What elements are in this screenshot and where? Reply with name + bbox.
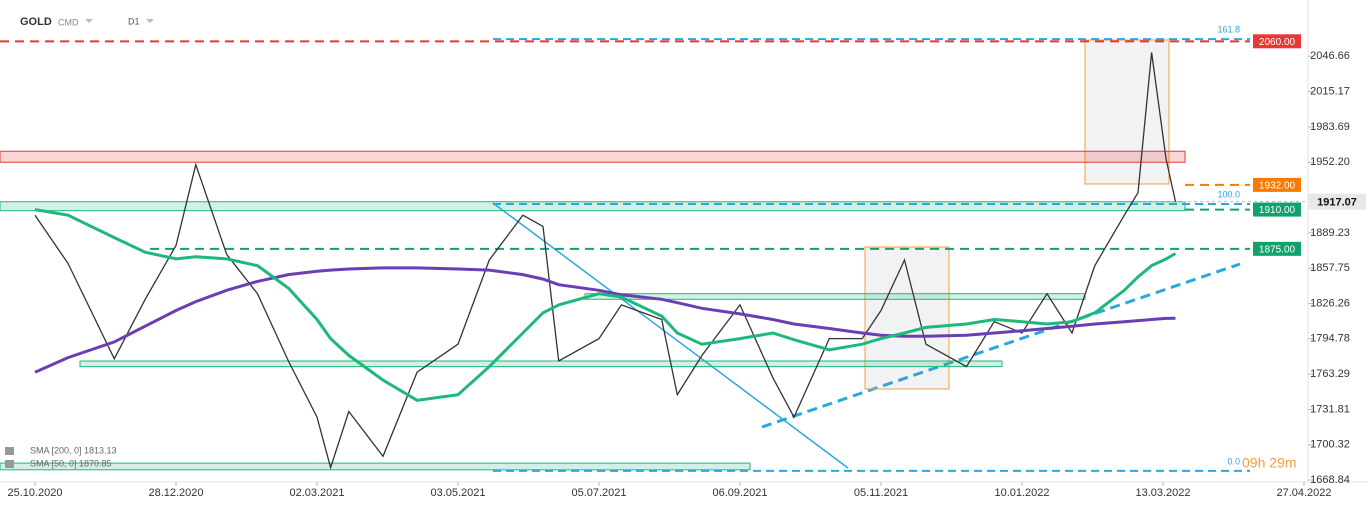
x-tick-label: 27.04.2022 [1276,487,1331,499]
price-line [34,52,1177,470]
legend-label: SMA [200, 0] 1813.13 [30,445,117,455]
legend-icon [5,447,14,455]
y-tick-label: 1952.20 [1310,156,1350,168]
zone [0,201,1186,212]
trend-line [492,202,849,469]
legend-label: SMA [50, 0] 1870.85 [30,458,112,468]
y-tick-label: 1857.75 [1310,262,1350,274]
trend-line [761,262,1241,429]
level-tag [1253,34,1301,49]
symbol: GOLD [20,16,52,28]
x-tick-label: 02.03.2021 [289,487,344,499]
zone [0,150,1186,163]
fib-label: 161.8 [1217,24,1240,34]
x-tick-label: 05.11.2021 [854,487,908,499]
y-tick-label: 1983.69 [1310,121,1350,133]
sma-line [34,266,1176,374]
level-label: 1932.00 [1259,181,1296,192]
current-price-label: 1917.07 [1317,197,1357,209]
x-tick-label: 03.05.2021 [430,487,485,499]
legend-icon [5,460,14,468]
y-tick-label: 1763.29 [1310,368,1350,380]
y-tick-label: 1889.23 [1310,227,1350,239]
level-tag [1253,241,1301,256]
y-tick-label: 1700.32 [1310,439,1350,451]
dropdown-icon[interactable] [85,19,93,23]
y-tick-label: 1668.84 [1310,474,1350,486]
zone [79,360,1003,368]
x-tick-label: 13.03.2022 [1135,487,1190,499]
x-tick-label: 06.09.2021 [712,487,767,499]
level-label: 1875.00 [1259,244,1296,255]
fib-label: 0.0 [1227,456,1240,466]
y-tick-label: 1731.81 [1310,403,1350,415]
x-tick-label: 10.01.2022 [994,487,1049,499]
y-tick-label: 2015.17 [1310,86,1350,98]
y-tick-label: 1794.78 [1310,333,1350,345]
current-price-tag [1308,193,1366,210]
x-tick-label: 05.07.2021 [571,487,626,499]
sma-line [34,208,1177,402]
level-label: 2060.00 [1259,37,1296,48]
zone [0,462,751,471]
pattern-box [1084,39,1170,185]
x-tick-label: 28.12.2020 [148,487,203,499]
level-tag [1253,177,1301,192]
timer: 09h 29m [1242,455,1296,471]
dropdown-icon[interactable] [146,19,154,23]
interval: D1 [128,16,140,26]
y-tick-label: 2046.66 [1310,50,1350,62]
fib-label: 100.0 [1217,189,1240,199]
y-tick-label: 1826.26 [1310,297,1350,309]
source: CMD [58,17,79,27]
level-tag [1253,202,1301,217]
x-tick-label: 25.10.2020 [7,487,62,499]
level-label: 1910.00 [1259,205,1296,216]
